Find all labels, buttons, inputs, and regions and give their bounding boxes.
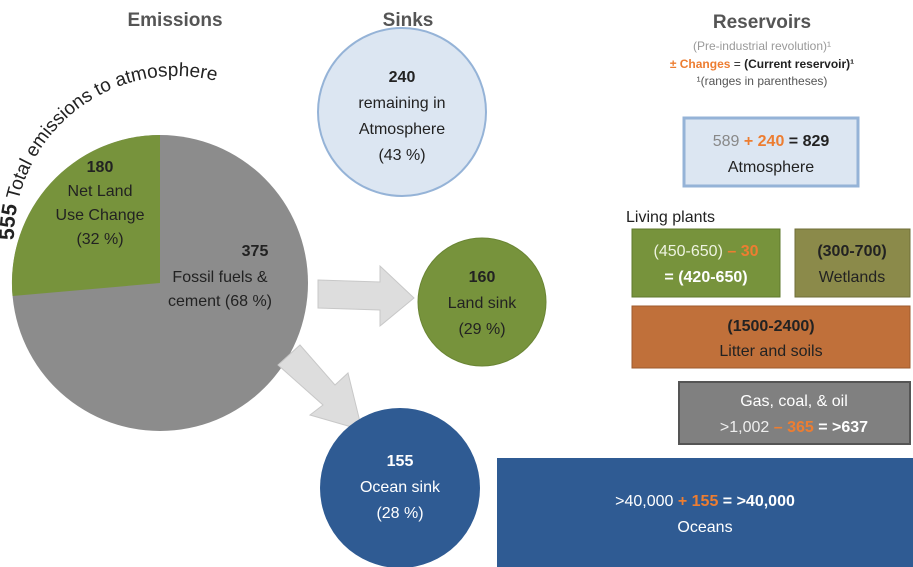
legend-pre: (Pre-industrial revolution)¹	[693, 39, 831, 53]
atmosphere-sink-value: 240	[389, 69, 416, 86]
land-sink-value: 160	[469, 269, 496, 286]
reservoirs-header: Reservoirs	[713, 12, 811, 33]
oceans-before: >40,000	[615, 493, 673, 510]
fossil-line: cement (68 %)	[168, 293, 272, 310]
soils-range: (1500-2400)	[727, 318, 814, 335]
fossil-equation: >1,002 – 365 = >637	[720, 419, 868, 436]
oceans-equation: >40,000 + 155 = >40,000	[615, 493, 795, 510]
land-use-line: Net Land	[68, 183, 133, 200]
ocean-sink-line: (28 %)	[376, 505, 423, 522]
fossil-value: 375	[242, 243, 269, 260]
land-use-value: 180	[87, 159, 114, 176]
legend-equals: =	[734, 57, 741, 71]
atmosphere-box	[682, 116, 860, 188]
plants-before: (450-650)	[654, 243, 723, 260]
pie-land-slice	[11, 134, 161, 296]
legend-changes: ± Changes = (Current reservoir)¹	[670, 57, 854, 71]
sinks-header: Sinks	[383, 10, 434, 31]
soils-box	[631, 305, 911, 369]
wetlands-label: Wetlands	[819, 269, 885, 286]
atmosphere-after: = 829	[789, 133, 830, 150]
plants-top: (450-650) – 30	[654, 243, 759, 260]
oceans-change: + 155	[678, 493, 719, 510]
fossil-label: Gas, coal, & oil	[740, 393, 848, 410]
atmosphere-sink-line: (43 %)	[378, 147, 425, 164]
legend-change: ± Changes	[670, 57, 731, 71]
ocean-sink	[320, 408, 480, 567]
living-plants-label: Living plants	[626, 209, 715, 226]
land-sink-line: (29 %)	[458, 321, 505, 338]
land-sink	[417, 237, 547, 367]
atmosphere-sink-line: remaining in	[358, 95, 445, 112]
wetlands-box	[794, 228, 911, 298]
ocean-sink-value: 155	[387, 453, 414, 470]
fossil-line: Fossil fuels &	[172, 269, 267, 286]
atmosphere-sink	[317, 27, 487, 197]
fossil-after: = >637	[818, 419, 868, 436]
soils-label: Litter and soils	[719, 343, 822, 360]
atmosphere-label: Atmosphere	[728, 159, 814, 176]
total-value: 555	[0, 202, 22, 240]
fossil-before: >1,002	[720, 419, 769, 436]
arrow-ocean	[277, 344, 363, 431]
oceans-box	[497, 458, 913, 567]
atmosphere-change: + 240	[744, 133, 785, 150]
wetlands-range: (300-700)	[817, 243, 886, 260]
atmosphere-before: 589	[713, 133, 740, 150]
atmosphere-sink-line: Atmosphere	[359, 121, 445, 138]
plants-change: – 30	[727, 243, 758, 260]
emissions-header: Emissions	[127, 10, 222, 31]
atmosphere-equation: 589 + 240 = 829	[713, 133, 830, 150]
oceans-after: = >40,000	[723, 493, 795, 510]
land-use-line: Use Change	[56, 207, 145, 224]
arrow-land	[317, 264, 415, 328]
legend-note: ¹(ranges in parentheses)	[697, 74, 828, 88]
land-use-line: (32 %)	[76, 231, 123, 248]
land-sink-line: Land sink	[448, 295, 517, 312]
plants-after: = (420-650)	[664, 269, 747, 286]
fossil-box	[678, 381, 911, 445]
legend-current: (Current reservoir)¹	[744, 57, 854, 71]
fossil-change: – 365	[774, 419, 814, 436]
oceans-label: Oceans	[677, 519, 732, 536]
plants-box	[631, 228, 781, 298]
ocean-sink-line: Ocean sink	[360, 479, 441, 496]
